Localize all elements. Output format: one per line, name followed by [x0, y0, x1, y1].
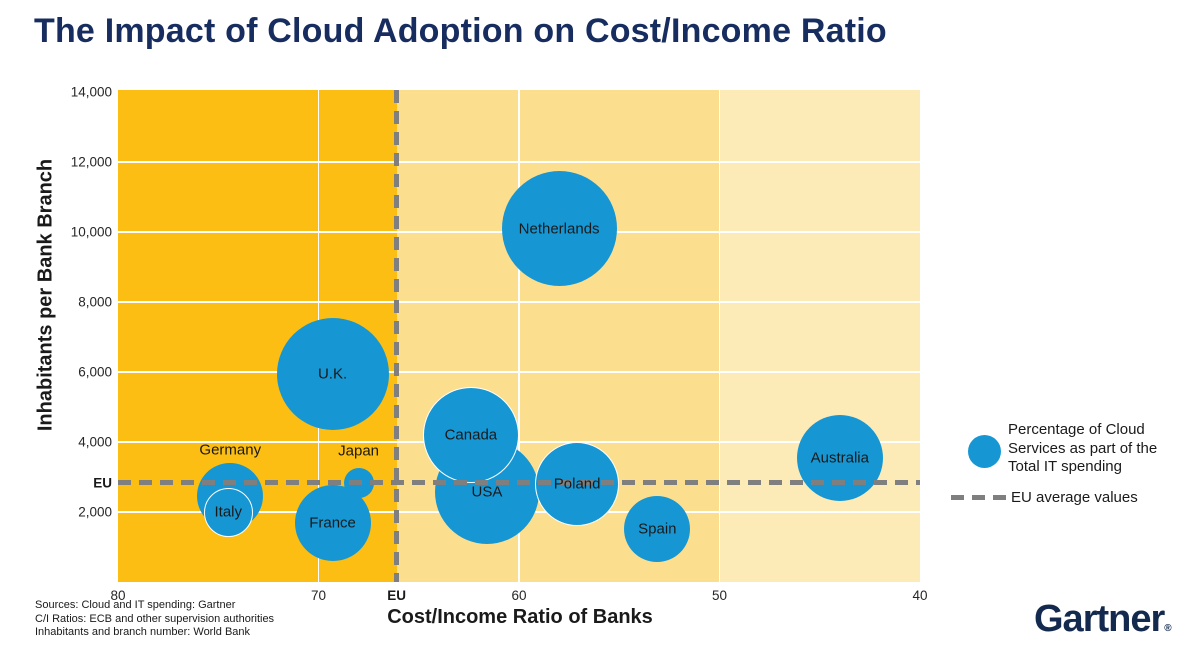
- gridline-y-4000: [118, 441, 920, 443]
- gridline-y-12000: [118, 161, 920, 163]
- y-tick-6,000: 6,000: [78, 364, 112, 380]
- registered-trademark-icon: ®: [1164, 623, 1172, 634]
- bubble-label-germany: Germany: [199, 441, 262, 459]
- legend-bubble-label: Percentage of Cloud Services as part of …: [1008, 421, 1157, 477]
- legend-bubble-label-line: Services as part of the: [1008, 439, 1158, 457]
- bubble-label-france: France: [309, 514, 356, 532]
- bubble-canada: [422, 387, 519, 484]
- legend-dashed-line-icon: [951, 495, 1006, 500]
- bubble-italy: [203, 487, 253, 537]
- legend-bubble-label-line: Total IT spending: [1008, 458, 1122, 475]
- bubble-netherlands: [501, 171, 617, 287]
- bubble-label-netherlands: Netherlands: [518, 220, 600, 238]
- x-tick-70: 70: [310, 588, 327, 603]
- bubble-label-spain: Spain: [638, 520, 677, 538]
- legend-bubble-icon: [968, 435, 1001, 468]
- background-zone-2: [719, 90, 920, 582]
- gridline-y-8000: [118, 301, 920, 303]
- gartner-logo: Gartner®: [1034, 598, 1172, 641]
- source-line: C/I Ratios: ECB and other supervision au…: [35, 612, 275, 625]
- source-notes: Sources: Cloud and IT spending: Gartner …: [35, 599, 274, 640]
- y-tick-eu: EU: [93, 475, 112, 491]
- source-line: Inhabitants and branch number: World Ban…: [35, 626, 251, 638]
- gridline-x-60: [518, 90, 520, 582]
- bubble-label-usa: USA: [471, 483, 503, 501]
- y-tick-8,000: 8,000: [78, 294, 112, 310]
- x-tick-80: 80: [110, 588, 126, 603]
- x-tick-50: 50: [711, 588, 728, 603]
- legend-dash-label: EU average values: [1011, 489, 1138, 506]
- bubble-label-japan: Japan: [338, 442, 380, 460]
- bubble-uk: [276, 317, 389, 430]
- y-tick-4,000: 4,000: [78, 434, 112, 450]
- bubble-spain: [624, 496, 691, 563]
- x-tick-40: 40: [912, 588, 928, 603]
- source-line: Sources: Cloud and IT spending: Gartner: [35, 599, 236, 611]
- bubble-australia: [796, 415, 883, 502]
- y-tick-2,000: 2,000: [78, 504, 112, 520]
- gartner-logo-text: Gartner: [1034, 598, 1165, 640]
- eu-average-horizontal-line: [118, 480, 920, 486]
- bubble-chart-plot-area: U.K. Netherlands Germany Italy France Japan US…: [118, 90, 920, 582]
- x-tick-eu: EU: [387, 588, 407, 603]
- page-title: The Impact of Cloud Adoption on Cost/Inc…: [34, 12, 887, 50]
- y-tick-12,000: 12,000: [70, 154, 112, 170]
- legend-bubble-label-line: Percentage of Cloud: [1008, 421, 1145, 438]
- x-axis-title: Cost/Income Ratio of Banks: [387, 606, 653, 628]
- bubble-label-italy: Italy: [214, 503, 243, 521]
- bubble-label-poland: Poland: [553, 475, 601, 493]
- y-tick-14,000: 14,000: [70, 84, 112, 100]
- bubble-label-canada: Canada: [444, 426, 498, 444]
- bubble-label-australia: Australia: [810, 449, 869, 467]
- gridline-y-6000: [118, 371, 920, 373]
- eu-average-vertical-line: [394, 90, 400, 582]
- bubble-label-uk: U.K.: [317, 365, 348, 383]
- gridline-x-50: [718, 90, 721, 582]
- y-tick-10,000: 10,000: [70, 224, 112, 240]
- x-tick-60: 60: [511, 588, 527, 603]
